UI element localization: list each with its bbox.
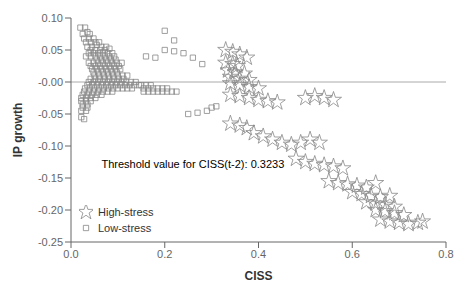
html-text:High-stress: High-stress	[98, 206, 154, 218]
svg-text:0.0: 0.0	[63, 248, 78, 260]
html-text:Low-stress: Low-stress	[98, 222, 152, 234]
svg-text:-0.20: -0.20	[38, 204, 63, 216]
svg-text:-0.00: -0.00	[38, 76, 63, 88]
svg-text:0.2: 0.2	[157, 248, 172, 260]
svg-text:-0.25: -0.25	[38, 236, 63, 248]
svg-text:0.10: 0.10	[42, 12, 63, 24]
svg-text:CISS: CISS	[244, 269, 272, 283]
svg-text:IP growth: IP growth	[11, 103, 25, 157]
svg-text:Threshold value for CISS(t-2):: Threshold value for CISS(t-2): 0.3233	[101, 158, 284, 170]
svg-text:0.8: 0.8	[438, 248, 453, 260]
svg-text:0.6: 0.6	[345, 248, 360, 260]
svg-text:0.05: 0.05	[42, 44, 63, 56]
svg-text:-0.15: -0.15	[38, 172, 63, 184]
svg-text:0.4: 0.4	[251, 248, 266, 260]
svg-text:-0.05: -0.05	[38, 108, 63, 120]
svg-text:-0.10: -0.10	[38, 140, 63, 152]
